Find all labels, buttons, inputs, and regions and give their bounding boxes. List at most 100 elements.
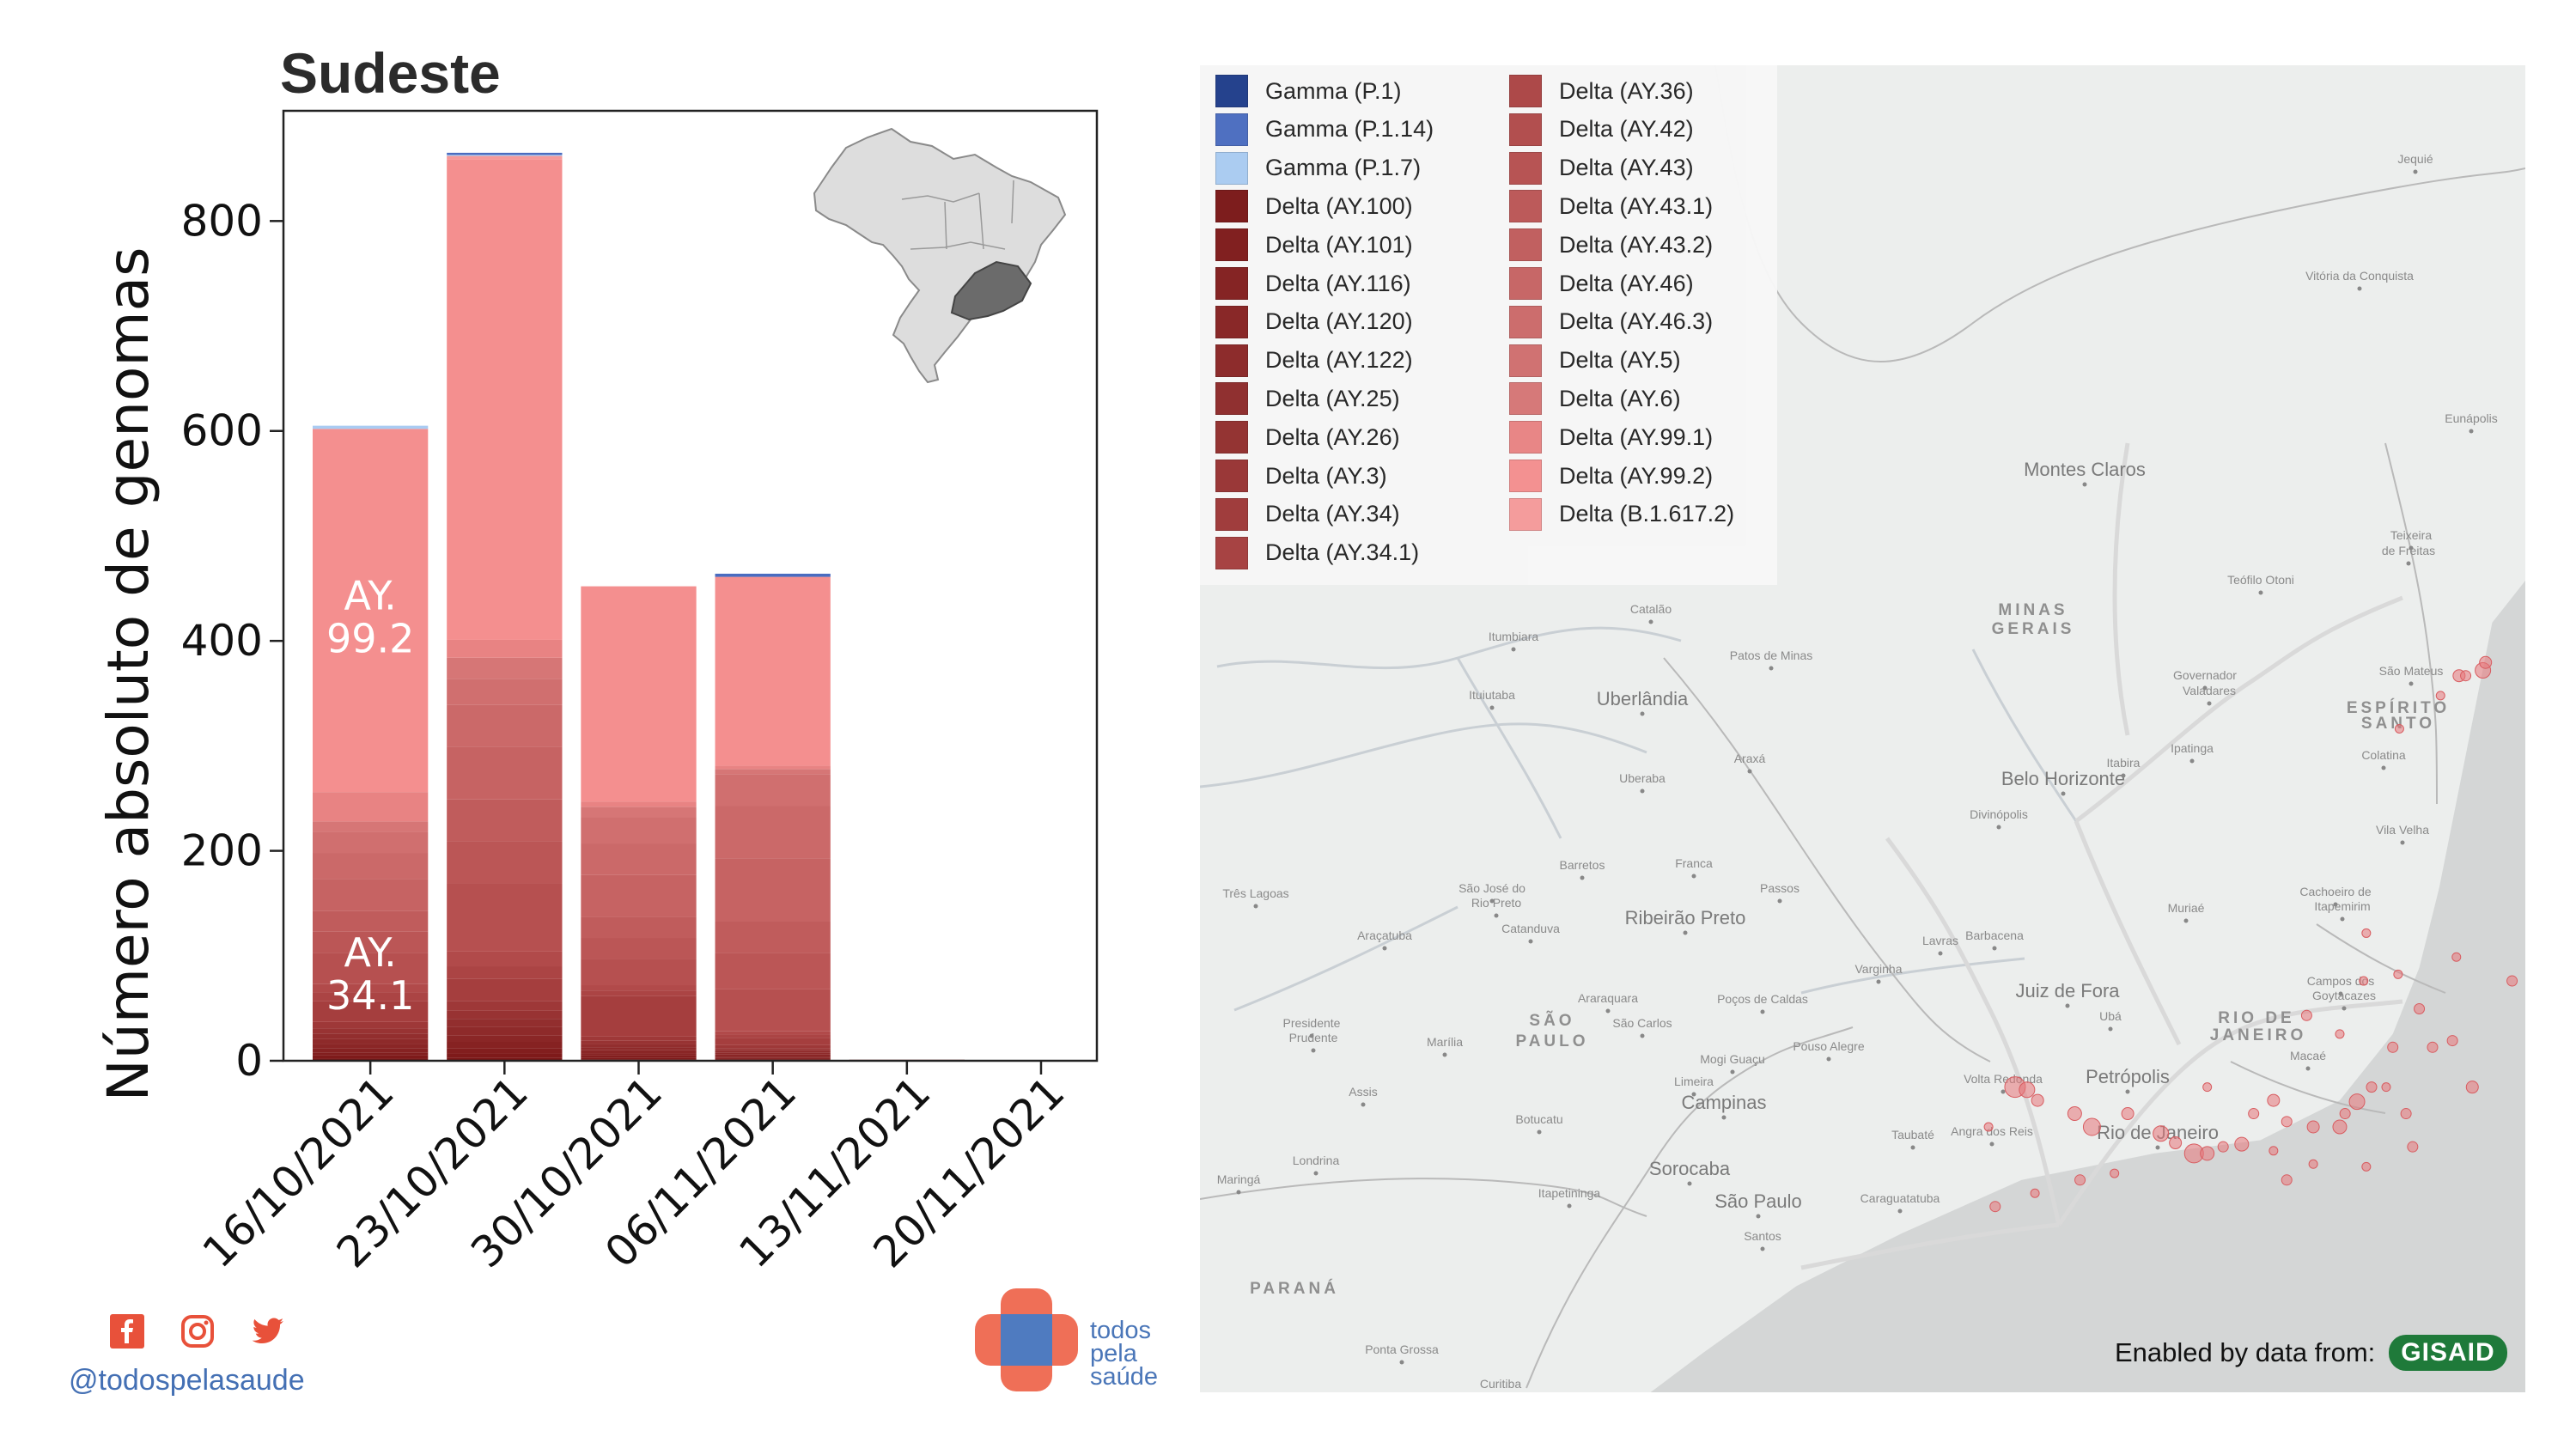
bar-segment <box>581 807 697 818</box>
legend-swatch <box>1509 460 1542 492</box>
sample-point[interactable] <box>1989 1201 2001 1213</box>
bar-annotation: 34.1 <box>326 972 414 1019</box>
sample-point[interactable] <box>2506 975 2518 987</box>
city-dot <box>2125 1089 2130 1094</box>
sample-point[interactable] <box>2451 952 2462 962</box>
city-dot <box>2189 758 2195 764</box>
legend-item: Delta (AY.34.1) <box>1215 536 1419 570</box>
facebook-icon[interactable] <box>110 1314 144 1349</box>
river <box>1800 957 2025 995</box>
city-label: Santos <box>1744 1229 1781 1243</box>
sample-point[interactable] <box>2361 928 2372 938</box>
sample-point[interactable] <box>2387 1041 2399 1053</box>
city-dot <box>2001 1089 2006 1094</box>
city-label: Uberlândia <box>1597 688 1689 709</box>
bar-segment <box>715 1057 831 1059</box>
bars <box>313 152 965 1061</box>
sample-point[interactable] <box>2281 1174 2293 1186</box>
legend-swatch <box>1509 113 1542 146</box>
sample-point[interactable] <box>2019 1081 2036 1099</box>
sample-point[interactable] <box>2074 1174 2086 1186</box>
sample-point[interactable] <box>2479 655 2493 669</box>
sample-point[interactable] <box>2202 1082 2213 1093</box>
legend-swatch <box>1215 228 1248 262</box>
state-label: SÃO <box>1529 1011 1574 1030</box>
sample-point[interactable] <box>2248 1108 2260 1120</box>
attribution-text: Enabled by data from: <box>2115 1337 2376 1367</box>
sample-point[interactable] <box>2217 1141 2229 1153</box>
legend-label: Delta (AY.42) <box>1559 116 1694 143</box>
sample-point[interactable] <box>2234 1136 2250 1152</box>
sample-point[interactable] <box>2281 1116 2293 1128</box>
city-label: Rio Preto <box>1471 896 1522 910</box>
bar-segment <box>581 990 697 996</box>
bar-segment <box>581 995 697 1037</box>
twitter-icon[interactable] <box>251 1314 285 1349</box>
legend-label: Delta (AY.122) <box>1265 347 1413 374</box>
sample-point[interactable] <box>2306 1120 2320 1134</box>
gisaid-attribution: Enabled by data from: GISAID <box>2115 1335 2507 1371</box>
sample-point[interactable] <box>2381 1082 2391 1093</box>
city-label: Petrópolis <box>2086 1066 2170 1087</box>
sample-point[interactable] <box>2200 1146 2215 1161</box>
city-label: Araraquara <box>1578 991 1638 1005</box>
sample-point[interactable] <box>2169 1136 2183 1150</box>
legend-item: Delta (AY.43.2) <box>1509 228 1713 262</box>
city-dot <box>1769 666 1774 671</box>
sample-point[interactable] <box>2031 1093 2044 1107</box>
city-label: Itapemirim <box>2314 899 2370 913</box>
legend-swatch <box>1215 190 1248 223</box>
sample-point[interactable] <box>2446 1035 2458 1047</box>
city-label: Patos de Minas <box>1730 648 1813 662</box>
city-dot <box>2333 902 2338 907</box>
legend-label: Delta (AY.116) <box>1265 270 1411 296</box>
city-dot <box>2406 561 2411 566</box>
sample-point[interactable] <box>2414 1002 2426 1014</box>
map-panel[interactable]: Vitória da Conquista Montes Claros Teófilo… <box>1200 65 2525 1392</box>
sample-point[interactable] <box>2348 1093 2366 1111</box>
bar-segment <box>581 801 697 807</box>
sample-point[interactable] <box>2110 1168 2120 1178</box>
sample-point[interactable] <box>2465 1081 2479 1094</box>
sample-point[interactable] <box>2427 1041 2439 1053</box>
city-dot <box>1489 705 1495 710</box>
sample-point[interactable] <box>2300 1009 2312 1021</box>
sample-point[interactable] <box>2361 1161 2372 1172</box>
sample-point[interactable] <box>2393 969 2403 979</box>
sample-point[interactable] <box>2460 670 2472 682</box>
city-label: Assis <box>1349 1085 1377 1099</box>
sample-point[interactable] <box>2394 724 2404 734</box>
sample-point[interactable] <box>2339 1108 2351 1120</box>
sample-point[interactable] <box>2435 691 2445 701</box>
sample-point[interactable] <box>2359 976 2369 986</box>
legend-swatch <box>1509 382 1542 416</box>
city-dot <box>1309 1033 1314 1038</box>
map[interactable]: Vitória da Conquista Montes Claros Teófilo… <box>1200 65 2525 1392</box>
sample-point[interactable] <box>2267 1093 2281 1107</box>
sample-point[interactable] <box>2335 1029 2345 1039</box>
sample-point[interactable] <box>2400 1108 2412 1120</box>
sample-point[interactable] <box>2082 1117 2101 1136</box>
sample-point[interactable] <box>2067 1106 2082 1122</box>
bar-segment <box>447 1019 563 1027</box>
sample-point[interactable] <box>1983 1122 1994 1132</box>
bar-segment <box>715 769 831 775</box>
city-label: Barbacena <box>1965 928 2024 942</box>
social-handle[interactable]: @todospelasaude <box>69 1364 305 1397</box>
sample-point[interactable] <box>2332 1119 2348 1135</box>
sample-point[interactable] <box>2121 1107 2134 1121</box>
city-label: de Freitas <box>2382 544 2435 557</box>
bar-segment <box>313 983 429 993</box>
legend-swatch <box>1215 497 1248 531</box>
sample-point[interactable] <box>2153 1125 2170 1142</box>
sample-point[interactable] <box>2407 1141 2419 1153</box>
city-dot <box>1760 1009 1765 1014</box>
legend-item: Delta (AY.122) <box>1215 344 1413 378</box>
sample-point[interactable] <box>2030 1188 2040 1198</box>
city-dot <box>1313 1171 1318 1176</box>
state-border <box>2230 1061 2386 1114</box>
sample-point[interactable] <box>2308 1159 2318 1169</box>
instagram-icon[interactable] <box>180 1314 215 1349</box>
sample-point[interactable] <box>2268 1146 2279 1156</box>
sample-point[interactable] <box>2366 1081 2378 1093</box>
